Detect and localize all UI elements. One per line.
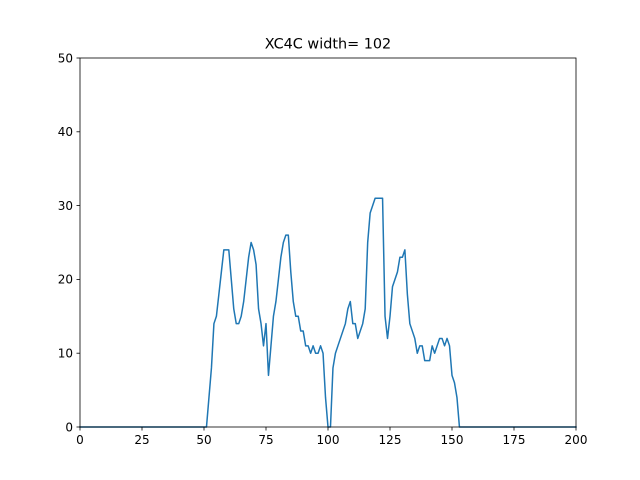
y-tick-label: 10 — [58, 347, 73, 361]
plot-area: 0 25 50 75 100 125 150 175 200 0 10 20 30 40 50 — [58, 51, 588, 447]
x-tick-label: 200 — [565, 433, 588, 447]
axes-frame — [79, 57, 577, 428]
y-tick-label: 20 — [58, 273, 73, 287]
series-line-0 — [79, 197, 577, 428]
x-tick-label: 175 — [503, 433, 526, 447]
x-tick-label: 0 — [76, 433, 84, 447]
y-tick-label: 0 — [65, 420, 73, 434]
x-tick-label: 50 — [196, 433, 211, 447]
x-tick-label: 150 — [441, 433, 464, 447]
x-tick-label: 100 — [317, 433, 340, 447]
chart-title: XC4C width= 102 — [265, 37, 391, 53]
x-tick-label: 75 — [258, 433, 273, 447]
y-tick-label: 40 — [58, 125, 73, 139]
x-tick-label: 125 — [379, 433, 402, 447]
y-tick-label: 30 — [58, 199, 73, 213]
y-tick-label: 50 — [58, 51, 73, 65]
x-tick-label: 25 — [134, 433, 149, 447]
